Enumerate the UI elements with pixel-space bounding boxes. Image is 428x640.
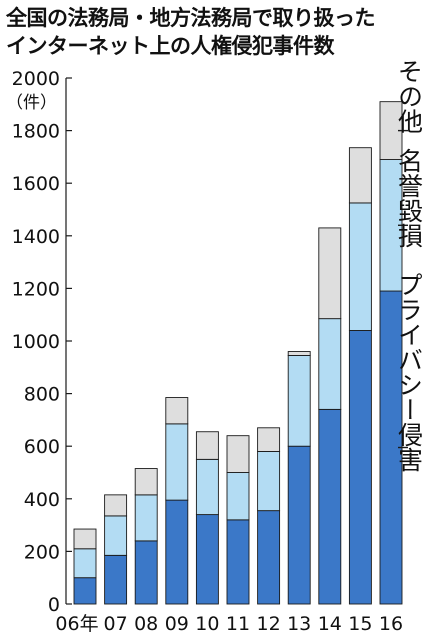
bar-segment bbox=[104, 554, 128, 605]
x-category-label: 12 bbox=[257, 613, 281, 635]
bar-segment bbox=[195, 514, 219, 605]
x-category-label: 06年 bbox=[55, 613, 98, 635]
y-tick-label: 1200 bbox=[12, 278, 60, 300]
chart-title-line-2: インターネット上の人権侵犯事件数 bbox=[6, 34, 335, 58]
x-category-label: 15 bbox=[348, 613, 372, 635]
bar-segment bbox=[134, 494, 158, 542]
y-tick-label: 1400 bbox=[12, 226, 60, 248]
y-tick-label: 400 bbox=[24, 489, 60, 511]
bar-segment bbox=[348, 202, 372, 331]
bar-segment bbox=[73, 528, 97, 550]
x-category-label: 08 bbox=[134, 613, 158, 635]
legend-label: プライバシー侵害 bbox=[395, 272, 424, 472]
chart-title-line-1: 全国の法務局・地方法務局で取り扱った bbox=[6, 6, 376, 30]
bar-segment bbox=[165, 397, 189, 425]
bar-segment bbox=[257, 427, 281, 452]
y-tick-label: 1800 bbox=[12, 121, 60, 143]
bar-segment bbox=[104, 494, 128, 517]
bar-segment bbox=[318, 227, 342, 320]
x-category-label: 14 bbox=[318, 613, 342, 635]
bar-segment bbox=[348, 147, 372, 204]
x-category-label: 11 bbox=[226, 613, 250, 635]
bar-segment bbox=[73, 548, 97, 579]
bar-segment bbox=[195, 431, 219, 460]
bar-segment bbox=[348, 330, 372, 605]
bar-segment bbox=[287, 445, 311, 605]
bar-segment bbox=[287, 355, 311, 447]
bar-segment bbox=[195, 458, 219, 516]
bar-segment bbox=[318, 408, 342, 605]
y-tick-label: 1600 bbox=[12, 173, 60, 195]
x-category-label: 10 bbox=[195, 613, 219, 635]
x-category-label: 13 bbox=[287, 613, 311, 635]
bar-segment bbox=[134, 540, 158, 605]
legend-label: 名誉毀損 bbox=[395, 148, 424, 248]
bar-segment bbox=[165, 423, 189, 501]
bar-segment bbox=[134, 468, 158, 496]
bar-segment bbox=[287, 351, 311, 356]
x-category-label: 07 bbox=[104, 613, 128, 635]
y-tick-label: 600 bbox=[24, 436, 60, 458]
bar-segment bbox=[104, 515, 128, 556]
bar-segment bbox=[226, 435, 250, 473]
y-tick-label: 800 bbox=[24, 384, 60, 406]
bar-segment bbox=[257, 451, 281, 512]
bar-segment bbox=[257, 510, 281, 605]
bar-segment bbox=[165, 499, 189, 605]
bar-segment bbox=[73, 577, 97, 605]
bar-segment bbox=[318, 318, 342, 410]
legend-label: その他 bbox=[395, 59, 424, 134]
y-unit-label: （件） bbox=[6, 93, 57, 113]
bar-segment bbox=[226, 472, 250, 521]
x-category-label: 09 bbox=[165, 613, 189, 635]
y-tick-label: 0 bbox=[48, 594, 60, 616]
y-tick-label: 2000 bbox=[12, 68, 60, 90]
bar-segment bbox=[226, 519, 250, 605]
y-tick-label: 1000 bbox=[12, 331, 60, 353]
x-category-label: 16 bbox=[379, 613, 403, 635]
y-tick-label: 200 bbox=[24, 541, 60, 563]
